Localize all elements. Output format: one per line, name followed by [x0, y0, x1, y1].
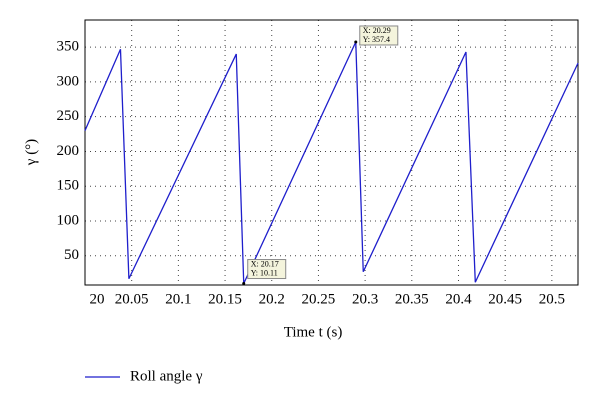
- plot-frame: [84, 19, 579, 286]
- datatip-x: X: 20.29: [363, 26, 391, 35]
- datatip-y: Y: 357.4: [363, 35, 390, 44]
- datatip-point: [354, 40, 358, 44]
- datatip-point: [242, 282, 246, 286]
- series-line: [84, 41, 579, 284]
- y-tick-label: 300: [57, 73, 80, 89]
- x-tick-label: 20.25: [302, 291, 336, 307]
- x-tick-label: 20.35: [395, 291, 429, 307]
- y-tick-label: 100: [57, 212, 80, 228]
- datatip-box: [359, 25, 399, 46]
- x-tick-label: 20.5: [539, 291, 565, 307]
- legend-label: Roll angle γ: [130, 368, 203, 384]
- datatip: X: 20.29Y: 357.4: [359, 25, 399, 46]
- datatip-y: Y: 10.11: [251, 268, 278, 277]
- x-tick-label: 20.45: [488, 291, 522, 307]
- y-tick-label: 250: [57, 108, 80, 124]
- y-tick-label: 50: [64, 247, 79, 263]
- x-tick-label: 20.3: [352, 291, 378, 307]
- x-tick-label: 20.05: [115, 291, 149, 307]
- x-tick-label: 20: [90, 291, 105, 307]
- x-tick-label: 20.1: [165, 291, 191, 307]
- y-tick-label: 350: [57, 39, 80, 55]
- y-tick-label: 150: [57, 178, 80, 194]
- x-axis-label: Time t (s): [284, 324, 343, 340]
- y-axis-label: γ (°): [23, 139, 39, 166]
- datatip-box: [247, 259, 287, 280]
- x-tick-label: 20.15: [208, 291, 242, 307]
- datatip: X: 20.17Y: 10.11: [247, 259, 287, 280]
- datatip-x: X: 20.17: [251, 259, 279, 268]
- y-tick-label: 200: [57, 143, 80, 159]
- x-tick-label: 20.2: [259, 291, 285, 307]
- x-tick-label: 20.4: [445, 291, 472, 307]
